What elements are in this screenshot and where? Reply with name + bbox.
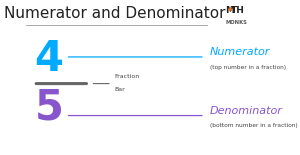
Text: M: M (225, 6, 234, 15)
Text: Fraction: Fraction (114, 74, 140, 80)
Text: (bottom number in a fraction): (bottom number in a fraction) (210, 123, 297, 128)
Text: 5: 5 (34, 87, 63, 129)
Text: (top number in a fraction): (top number in a fraction) (210, 65, 286, 70)
Text: ▲: ▲ (228, 6, 232, 11)
Text: Denominator: Denominator (210, 106, 283, 116)
Text: 4: 4 (34, 38, 63, 80)
Text: Bar: Bar (114, 87, 125, 92)
Text: MONKS: MONKS (226, 20, 247, 25)
Text: Numerator and Denominator: Numerator and Denominator (4, 6, 225, 21)
Text: TH: TH (231, 6, 244, 15)
Text: Numerator: Numerator (210, 47, 270, 57)
